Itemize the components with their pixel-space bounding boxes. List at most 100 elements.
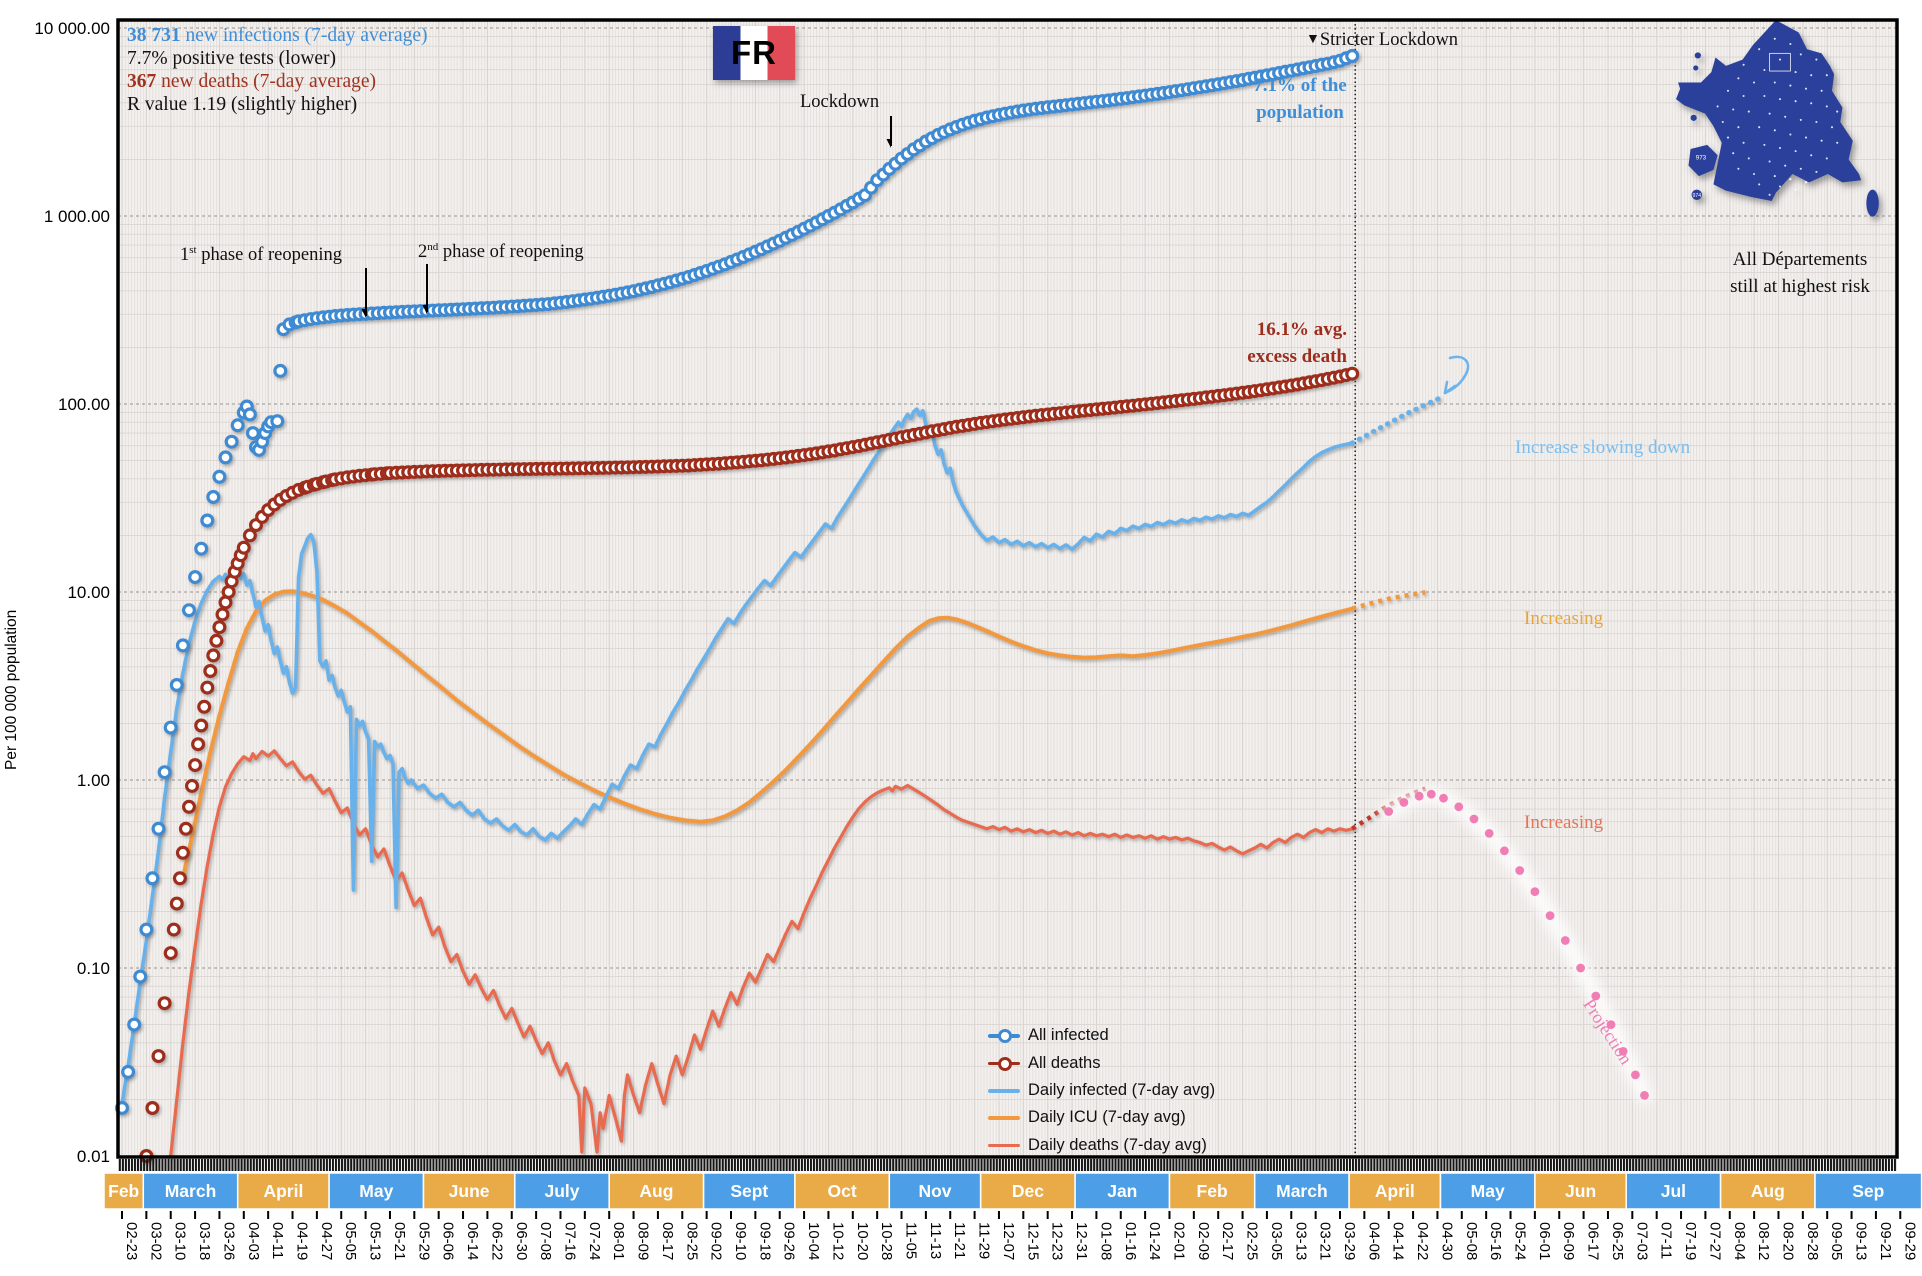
legend-label: Daily deaths (7-day avg) (1028, 1135, 1207, 1154)
flag-label: FR (731, 34, 777, 71)
arrow-down-icon: ▼ (1306, 32, 1320, 47)
legend-circle-marker-icon (988, 1026, 1020, 1046)
france-map: 973 974 (1676, 20, 1879, 217)
svg-text:09-10: 09-10 (732, 1222, 749, 1260)
svg-text:07-19: 07-19 (1682, 1222, 1699, 1260)
svg-text:06-14: 06-14 (464, 1222, 481, 1260)
svg-text:Aug: Aug (639, 1181, 673, 1201)
svg-text:02-09: 02-09 (1195, 1222, 1212, 1260)
legend-item-0: All infected (988, 1022, 1215, 1049)
svg-text:May: May (359, 1181, 393, 1201)
svg-text:10-20: 10-20 (854, 1222, 871, 1260)
series-proj_infected (1349, 395, 1443, 446)
svg-text:Oct: Oct (828, 1181, 857, 1201)
svg-text:Aug: Aug (1751, 1181, 1785, 1201)
svg-text:10-04: 10-04 (805, 1222, 822, 1260)
svg-text:05-24: 05-24 (1512, 1222, 1529, 1260)
series-all_deaths (139, 366, 1360, 1163)
svg-text:07-03: 07-03 (1633, 1222, 1650, 1260)
series-daily_infected (120, 407, 1354, 1106)
svg-text:03-26: 03-26 (220, 1222, 237, 1260)
svg-text:March: March (1276, 1181, 1328, 1201)
excess-death-note: 16.1% avg. excess death (1247, 319, 1347, 367)
stats-block: 38 731 new infections (7-day average) 7.… (127, 24, 428, 116)
svg-text:05-16: 05-16 (1487, 1222, 1504, 1260)
stat-deaths-text: new deaths (7-day average) (156, 71, 377, 92)
stat-deaths-value: 367 (127, 71, 157, 92)
france-flag-icon: FR (713, 26, 795, 80)
svg-text:03-18: 03-18 (196, 1222, 213, 1260)
y-axis: 10 000.00 1 000.00 100.00 10.00 1.00 0.10 0.01… (3, 19, 110, 1166)
svg-text:09-26: 09-26 (781, 1222, 798, 1260)
svg-text:09-13: 09-13 (1853, 1222, 1870, 1260)
svg-text:08-12: 08-12 (1755, 1222, 1772, 1260)
svg-text:07-27: 07-27 (1706, 1222, 1723, 1260)
svg-text:11-05: 11-05 (903, 1222, 920, 1259)
legend-label: Daily infected (7-day avg) (1028, 1080, 1216, 1099)
svg-text:Jan: Jan (1107, 1181, 1137, 1201)
svg-text:12-07: 12-07 (1000, 1222, 1017, 1260)
legend-label: All deaths (1028, 1053, 1101, 1072)
svg-text:06-30: 06-30 (513, 1222, 530, 1260)
svg-text:07-16: 07-16 (562, 1222, 579, 1260)
stat-r-value: R value 1.19 (slightly higher) (127, 94, 358, 115)
svg-text:March: March (165, 1181, 217, 1201)
series-daily_icu (180, 589, 1355, 881)
svg-text:03-10: 03-10 (172, 1222, 189, 1260)
legend-circle-marker-icon (988, 1053, 1020, 1073)
svg-text:05-05: 05-05 (342, 1222, 359, 1260)
svg-text:04-03: 04-03 (245, 1222, 262, 1260)
squiggle-arrow-icon (1443, 355, 1470, 395)
date-axis: 02-23 03-02 03-10 03-18 03-26 04-03 04-11 04-19… (121, 1211, 1918, 1260)
svg-text:01-08: 01-08 (1097, 1222, 1114, 1260)
svg-text:974: 974 (1692, 193, 1701, 199)
chart-legend: All infected All deaths Daily infected (7-… (988, 1022, 1215, 1159)
svg-text:03-29: 03-29 (1341, 1222, 1358, 1260)
svg-text:07-08: 07-08 (537, 1222, 554, 1260)
svg-text:July: July (544, 1181, 579, 1201)
svg-text:06-25: 06-25 (1609, 1222, 1626, 1260)
svg-text:0.10: 0.10 (77, 959, 110, 978)
legend-line-marker-icon (988, 1108, 1020, 1128)
svg-text:03-21: 03-21 (1317, 1222, 1334, 1260)
stricter-lockdown-label: ▼Stricter Lockdown (1306, 30, 1459, 50)
svg-text:06-06: 06-06 (440, 1222, 457, 1260)
svg-text:April: April (1375, 1181, 1415, 1201)
svg-text:04-06: 04-06 (1365, 1222, 1382, 1260)
plot-border (116, 18, 1899, 1159)
svg-text:11-29: 11-29 (976, 1222, 993, 1259)
svg-text:12-15: 12-15 (1024, 1222, 1041, 1260)
svg-text:Dec: Dec (1012, 1181, 1044, 1201)
stat-new-infections: 38 731 new infections (7-day average) (127, 24, 428, 47)
svg-text:06-09: 06-09 (1560, 1222, 1577, 1260)
svg-text:April: April (263, 1181, 303, 1201)
svg-text:02-25: 02-25 (1244, 1222, 1261, 1260)
svg-text:1.00: 1.00 (77, 771, 110, 790)
legend-item-4: Daily deaths (7-day avg) (988, 1132, 1215, 1159)
series-proj_pink (1379, 784, 1654, 1105)
svg-text:08-25: 08-25 (683, 1222, 700, 1260)
svg-text:02-23: 02-23 (123, 1222, 140, 1260)
svg-text:09-18: 09-18 (756, 1222, 773, 1260)
svg-text:June: June (449, 1181, 490, 1201)
legend-item-1: All deaths (988, 1049, 1215, 1076)
svg-text:06-17: 06-17 (1585, 1222, 1602, 1260)
svg-text:10-12: 10-12 (829, 1222, 846, 1260)
svg-text:08-04: 08-04 (1731, 1222, 1748, 1260)
svg-text:10.00: 10.00 (67, 583, 110, 602)
svg-text:01-16: 01-16 (1122, 1222, 1139, 1260)
plot-background (118, 20, 1897, 1157)
svg-text:04-30: 04-30 (1438, 1222, 1455, 1260)
svg-text:03-02: 03-02 (147, 1222, 164, 1260)
svg-text:04-27: 04-27 (318, 1222, 335, 1260)
reopening-phase1-label: 1st phase of reopening (180, 244, 342, 266)
lockdown-label: Lockdown (800, 92, 880, 112)
annotation-arrows (366, 116, 892, 316)
svg-text:Nov: Nov (918, 1181, 951, 1201)
svg-text:03-13: 03-13 (1292, 1222, 1309, 1260)
svg-text:03-05: 03-05 (1268, 1222, 1285, 1260)
svg-text:05-08: 05-08 (1463, 1222, 1480, 1260)
svg-text:08-01: 08-01 (610, 1222, 627, 1260)
